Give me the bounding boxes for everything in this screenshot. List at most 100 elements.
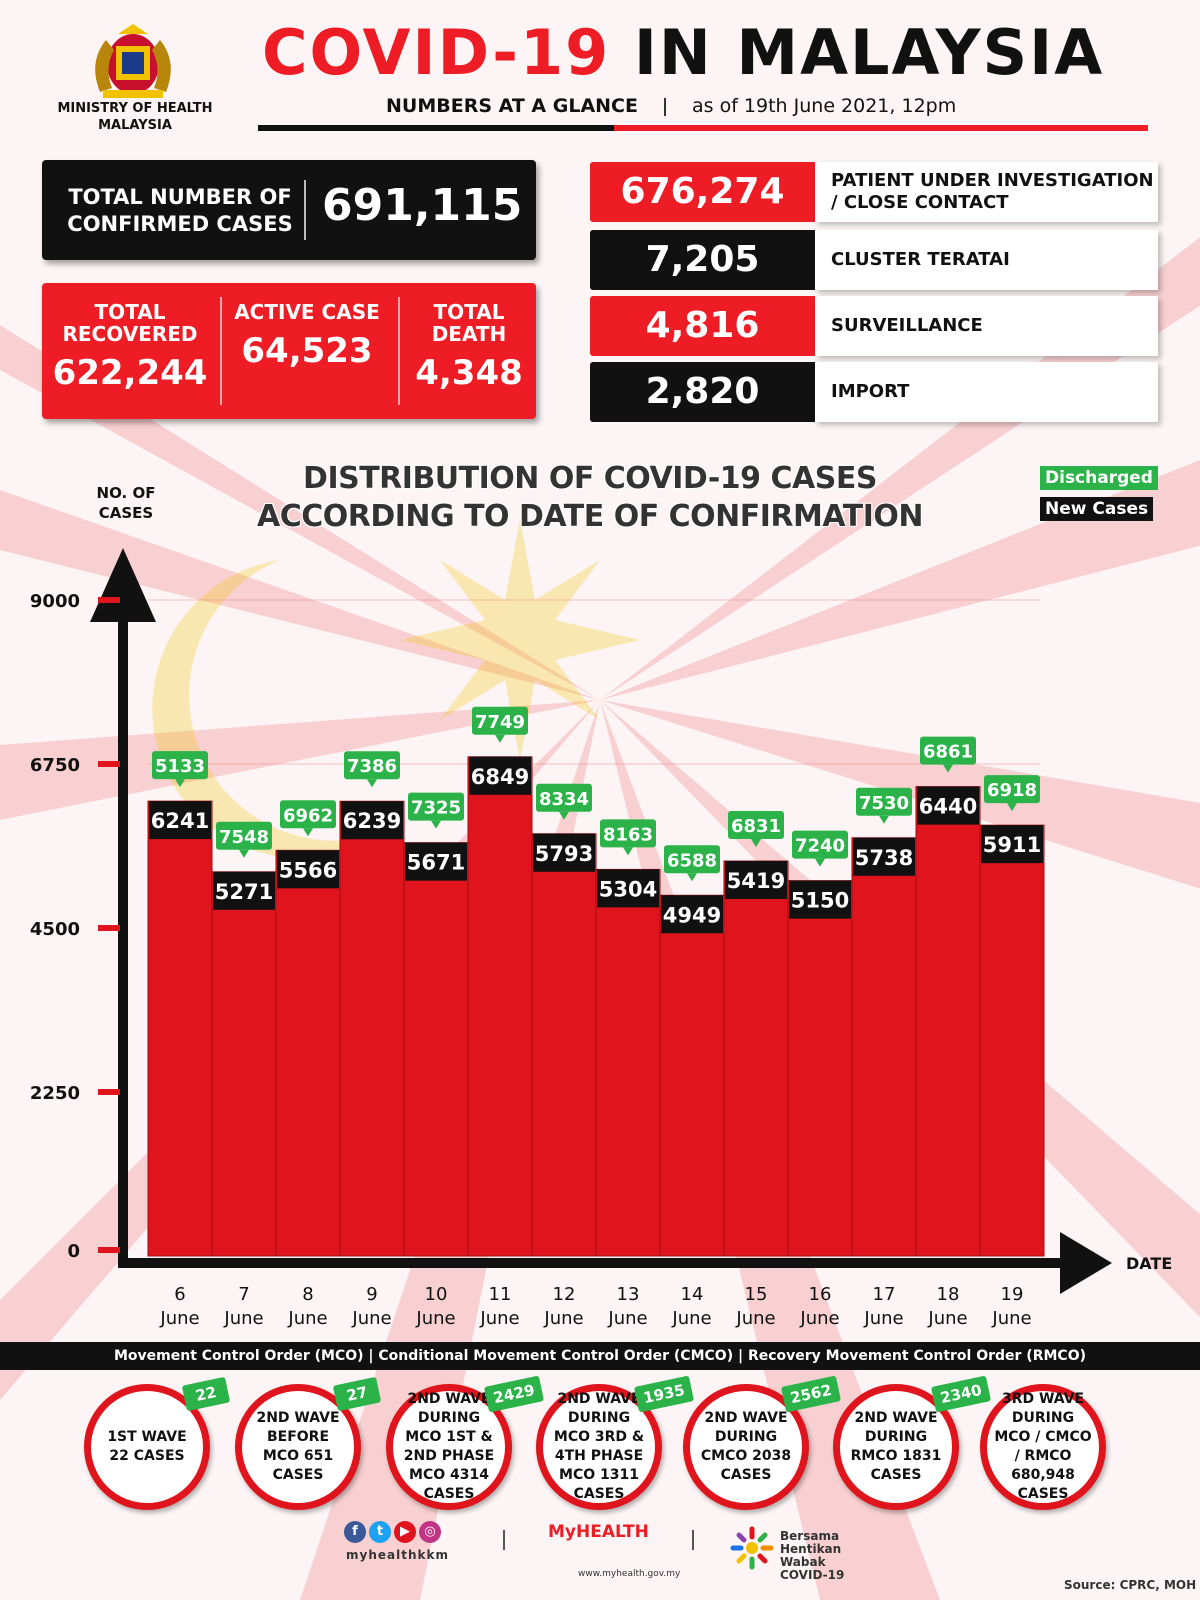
discharged-badge-bg [984,775,1040,804]
x-axis-arrow [1060,1232,1112,1294]
active-cell: ACTIVE CASE 64,523 [232,301,382,371]
divider [398,297,400,405]
x-tick-label: June [415,1308,455,1329]
cases-bar-chart: 6241 5133 6 June 5271 7548 7 June 5566 6962 8 June 6… [30,548,1112,1329]
active-value: 64,523 [241,331,373,371]
discharged-label: 6861 [923,742,973,763]
header-underline [258,125,1148,131]
x-tick-label: 14 [681,1284,704,1305]
discharged-label: 8334 [539,789,589,810]
x-tick-label: June [223,1308,263,1329]
y-tick [98,761,120,767]
discharged-badge-bg [216,821,272,850]
wave-text: 2ND WAVE DURING CMCO 2038 CASES [700,1410,792,1483]
new-cases-label: 6849 [471,765,529,789]
bar [787,880,853,1257]
new-cases-label: 5793 [535,842,593,866]
instagram-icon[interactable]: ◎ [419,1521,441,1543]
category-row: 4,816 SURVEILLANCE [590,296,1158,356]
new-cases-label: 4949 [663,903,721,927]
discharged-label: 7325 [411,798,461,819]
wave-text: 1ST WAVE 22 CASES [107,1429,187,1464]
death-value: 4,348 [415,353,523,393]
new-cases-label-bg [725,861,787,900]
bar [979,824,1045,1257]
x-tick-label: 8 [302,1284,313,1305]
wave-text: 2ND WAVE BEFORE MCO 651 CASES [256,1410,340,1483]
discharged-label: 6918 [987,780,1037,801]
bar [147,800,213,1257]
category-value: 2,820 [590,362,815,422]
subtitle-divider [663,97,666,116]
discharged-badge-pointer [1007,803,1017,812]
x-tick-label: 16 [809,1284,832,1305]
new-cases-label-bg [213,871,275,910]
new-cases-label: 5419 [727,869,785,893]
y-tick [98,1247,120,1253]
new-cases-label: 5271 [215,880,273,904]
new-cases-label: 5911 [983,833,1041,857]
x-axis-label: DATE [1126,1254,1173,1273]
new-cases-label-bg [789,880,851,919]
new-cases-label-bg [661,895,723,934]
new-cases-label: 5738 [855,846,913,870]
wave-circle: 2ND WAVE DURING MCO 3RD & 4TH PHASE MCO … [536,1384,662,1510]
divider [304,180,306,240]
bar [851,837,917,1257]
new-cases-label-bg [597,869,659,908]
total-confirmed-box: TOTAL NUMBER OF CONFIRMED CASES 691,115 [42,160,536,260]
new-cases-label: 5150 [791,889,849,913]
discharged-label: 7548 [219,827,269,848]
discharged-badge-pointer [367,779,377,788]
campaign-text: Bersama Hentikan Wabak COVID-19 [780,1530,844,1582]
y-tick [98,1089,120,1095]
x-tick-label: 15 [745,1284,768,1305]
discharged-badge-pointer [175,779,185,788]
discharged-label: 7530 [859,793,909,814]
legend-new-cases: New Cases [1040,497,1154,521]
discharged-label: 8163 [603,824,653,845]
total-confirmed-value: 691,115 [322,180,523,231]
new-cases-label: 6241 [151,809,209,833]
discharged-badge-pointer [879,815,889,824]
movement-control-order-bar: Movement Control Order (MCO) | Condition… [0,1342,1200,1370]
wave-circle: 2ND WAVE BEFORE MCO 651 CASES [235,1384,361,1510]
discharged-badge-pointer [495,734,505,743]
new-cases-label-bg [405,842,467,881]
discharged-label: 6588 [667,850,717,871]
discharged-badge-bg [856,787,912,816]
y-axis-arrow [90,548,156,622]
source-note: Source: CPRC, MOH [1064,1578,1197,1592]
wave-text: 2ND WAVE DURING RMCO 1831 CASES [850,1410,942,1483]
new-cases-label: 6440 [919,795,977,819]
x-tick-label: June [287,1308,327,1329]
discharged-badge-bg [920,736,976,765]
facebook-icon[interactable]: f [344,1521,366,1543]
x-tick-label: 19 [1001,1284,1024,1305]
y-tick-label: 6750 [30,755,80,776]
youtube-icon[interactable]: ▶ [394,1521,416,1543]
y-tick-label: 4500 [30,919,80,940]
new-cases-label-bg [917,786,979,825]
recovered-value: 622,244 [52,353,208,393]
discharged-badge-bg [408,792,464,821]
x-tick-label: June [671,1308,711,1329]
page-subtitle: NUMBERS AT A GLANCE as of 19th June 2021,… [386,95,956,117]
wave-text: 2ND WAVE DURING MCO 3RD & 4TH PHASE MCO … [553,1391,645,1502]
new-cases-label-bg [149,801,211,840]
discharged-badge-pointer [623,847,633,856]
x-tick-label: 6 [174,1284,185,1305]
wave-circle: 3RD WAVE DURING MCO / CMCO / RMCO 680,94… [980,1384,1106,1510]
recovered-cell: TOTAL RECOVERED 622,244 [50,301,210,393]
category-label: IMPORT [815,362,1158,422]
new-cases-label: 5304 [599,877,657,901]
x-tick-label: 10 [425,1284,448,1305]
discharged-label: 6831 [731,816,781,837]
twitter-icon[interactable]: t [369,1521,391,1543]
discharged-badge-bg [600,819,656,848]
discharged-badge-pointer [303,828,313,837]
bar [915,786,981,1257]
y-axis-label: NO. OF CASES [96,484,156,522]
y-tick-label: 0 [67,1241,80,1262]
x-tick-label: June [351,1308,391,1329]
